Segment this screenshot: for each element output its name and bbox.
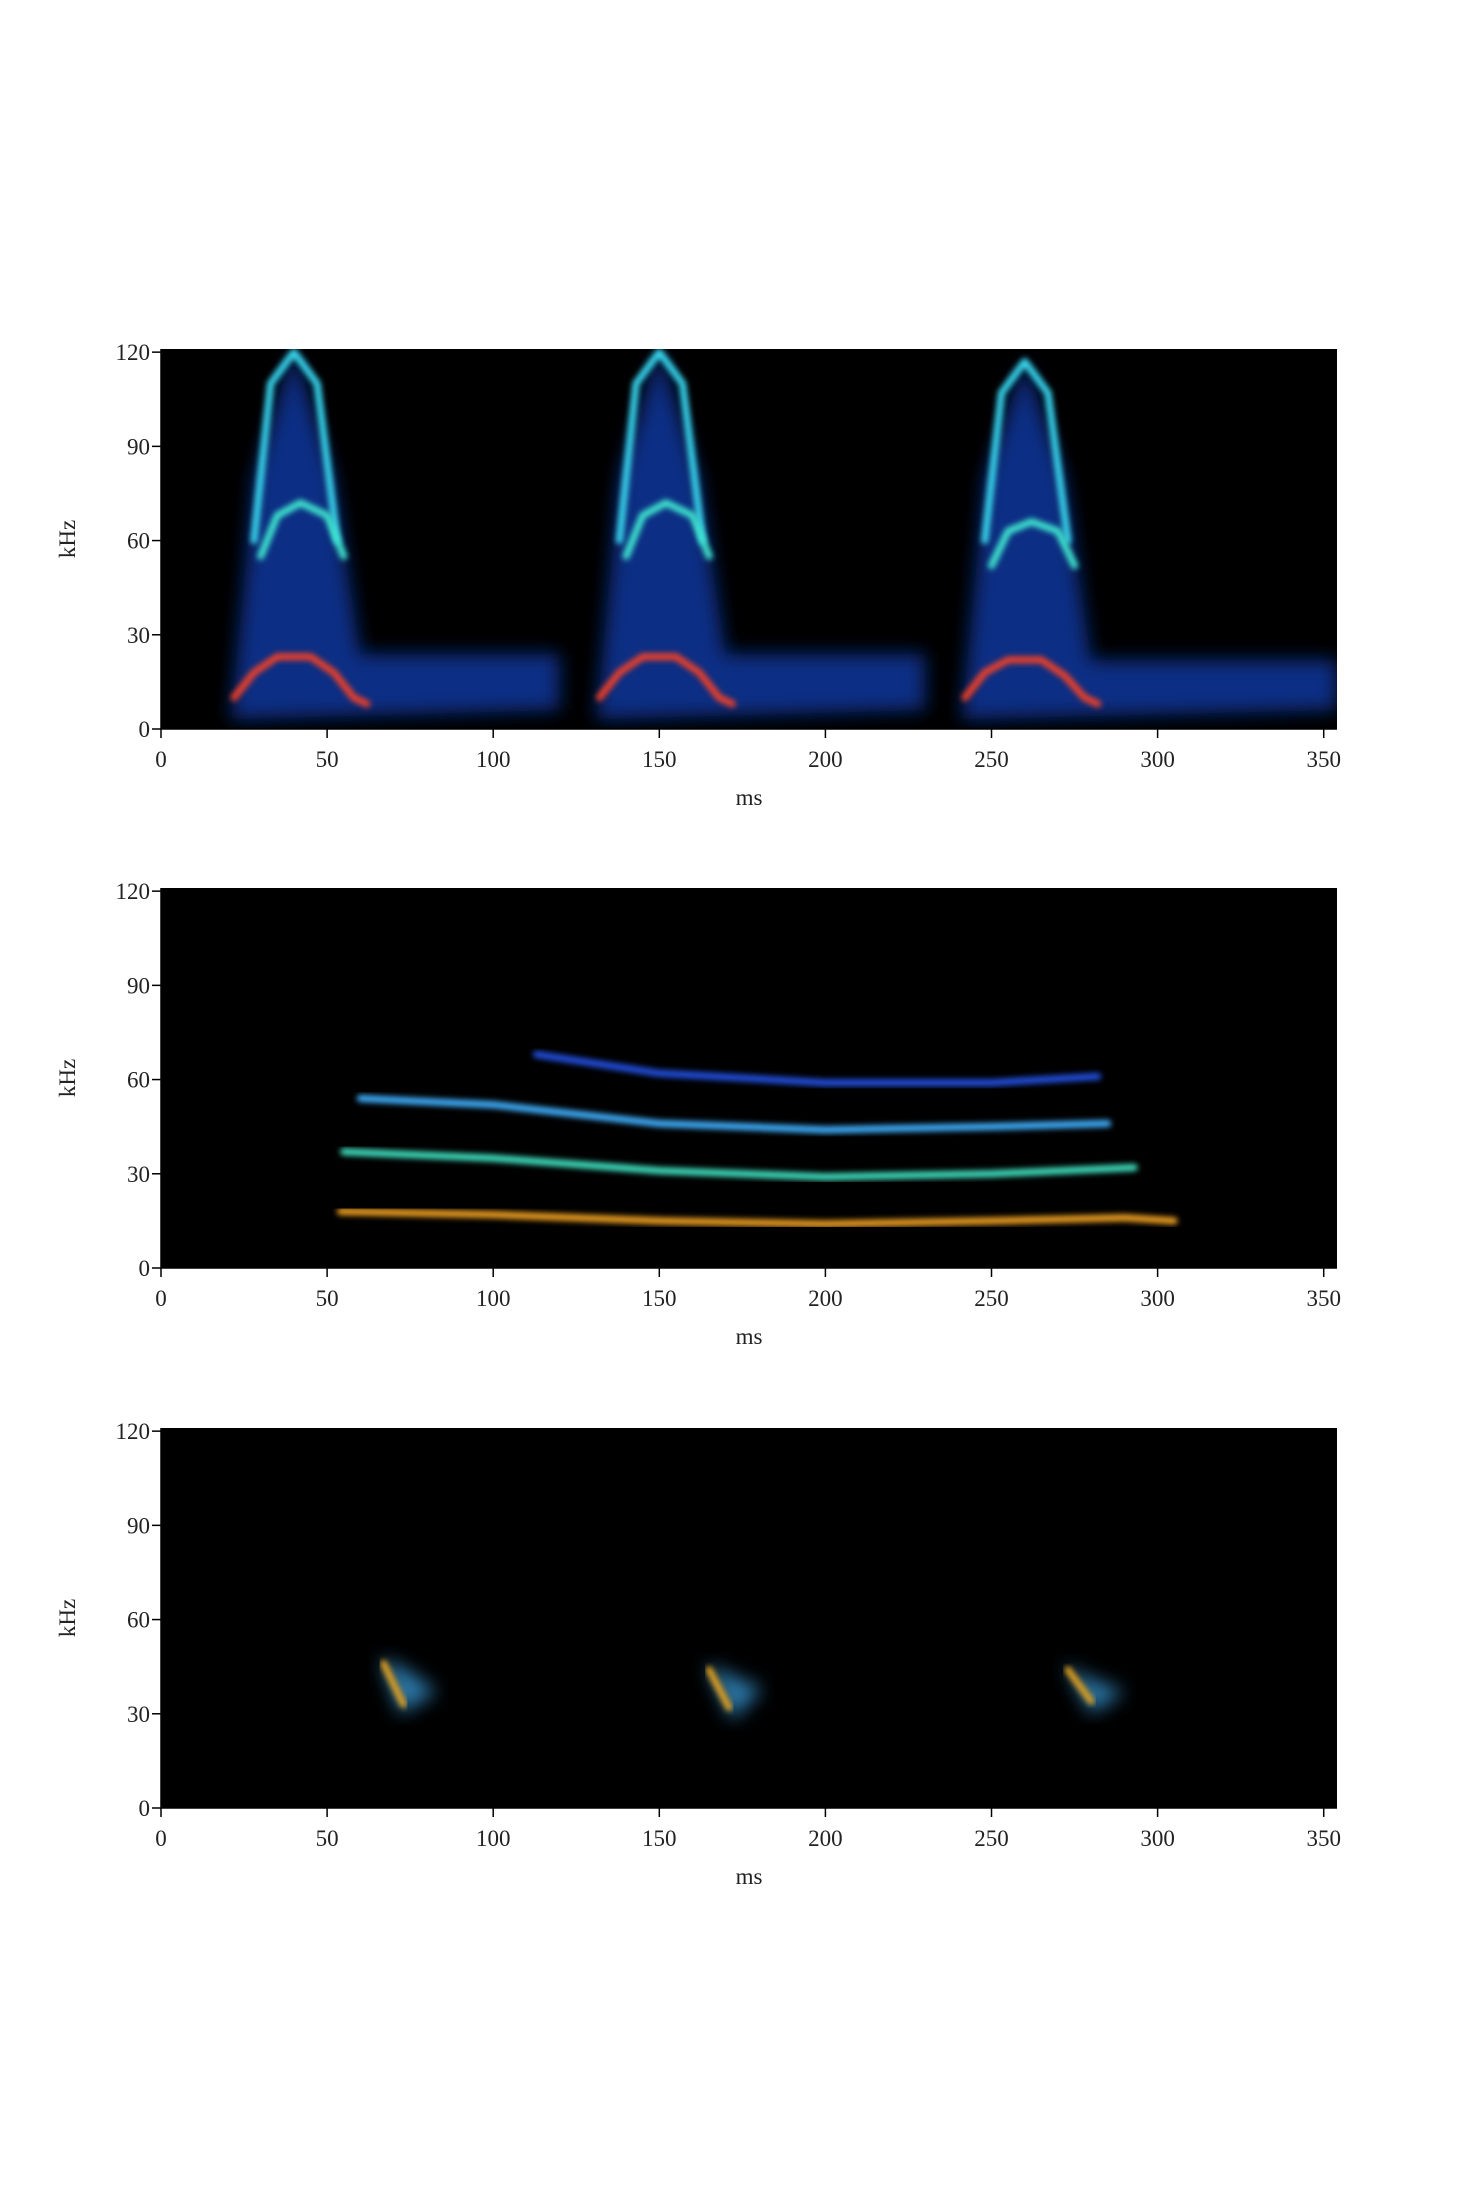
y-tick-label: 60 (127, 1608, 150, 1633)
harmonic-contour (336, 1207, 1178, 1228)
y-tick-label: 0 (139, 1796, 151, 1821)
x-axis-label: ms (736, 1324, 763, 1349)
x-tick-label: 350 (1306, 1286, 1341, 1311)
x-tick-label: 200 (808, 1286, 843, 1311)
x-tick-label: 250 (974, 747, 1009, 772)
harmonic-contour (988, 518, 1079, 570)
harmonic-contour (1064, 1666, 1095, 1705)
x-tick-label: 100 (476, 1826, 511, 1851)
panel: 0 30 60 90 120 0 50 100 150 200 250 300 350 ms kHz (55, 879, 1341, 1349)
harmonic-contour (961, 656, 1102, 708)
harmonic-contour (705, 1666, 733, 1712)
x-tick-label: 300 (1140, 1826, 1175, 1851)
spectral-energy (961, 361, 1337, 720)
y-tick-label: 90 (127, 1513, 150, 1538)
x-tick-label: 0 (155, 1286, 167, 1311)
plot-content (380, 1657, 1125, 1721)
x-tick-label: 250 (974, 1826, 1009, 1851)
x-tick-label: 100 (476, 1286, 511, 1311)
y-axis-label: kHz (55, 1059, 80, 1097)
y-axis-label: kHz (55, 520, 80, 558)
spectral-energy (230, 349, 560, 720)
x-axis-label: ms (736, 785, 763, 810)
x-tick-label: 300 (1140, 1286, 1175, 1311)
y-tick-label: 60 (127, 529, 150, 554)
x-axis-label: ms (736, 1864, 763, 1889)
y-tick-label: 0 (139, 717, 151, 742)
x-tick-label: 150 (642, 1286, 677, 1311)
harmonic-contour (622, 499, 713, 560)
spectral-energy (380, 1657, 437, 1714)
harmonic-contour (532, 1050, 1102, 1087)
x-tick-label: 300 (1140, 747, 1175, 772)
harmonic-contour (340, 1148, 1138, 1181)
spectral-energy (596, 349, 926, 720)
y-axis-label: kHz (55, 1599, 80, 1637)
x-tick-label: 50 (316, 1286, 339, 1311)
x-tick-label: 150 (642, 747, 677, 772)
y-tick-label: 90 (127, 434, 150, 459)
harmonic-contour (380, 1660, 408, 1708)
y-tick-label: 0 (139, 1256, 151, 1281)
harmonic-contour (596, 653, 736, 708)
y-tick-label: 30 (127, 1702, 150, 1727)
harmonic-contour (356, 1094, 1112, 1134)
y-tick-label: 120 (116, 1419, 151, 1444)
harmonic-contour (257, 499, 348, 560)
harmonic-contour (250, 349, 341, 545)
y-tick-label: 60 (127, 1068, 150, 1093)
spectral-energy (1064, 1663, 1125, 1714)
plot-content (230, 349, 1337, 720)
x-tick-label: 50 (316, 1826, 339, 1851)
x-tick-label: 100 (476, 747, 511, 772)
x-tick-label: 150 (642, 1826, 677, 1851)
x-tick-label: 350 (1306, 1826, 1341, 1851)
plot-area (161, 1428, 1337, 1808)
harmonic-contour (615, 349, 706, 545)
y-tick-label: 90 (127, 973, 150, 998)
x-tick-label: 200 (808, 747, 843, 772)
y-tick-label: 30 (127, 1162, 150, 1187)
x-tick-label: 200 (808, 1826, 843, 1851)
x-tick-label: 250 (974, 1286, 1009, 1311)
y-tick-label: 120 (116, 340, 151, 365)
plot-content (336, 1050, 1178, 1228)
panel: 0 30 60 90 120 0 50 100 150 200 250 300 350 ms kHz (55, 1419, 1341, 1889)
y-tick-label: 120 (116, 879, 151, 904)
x-tick-label: 350 (1306, 747, 1341, 772)
panel: 0 30 60 90 120 0 50 100 150 200 250 300 350 ms kHz (55, 340, 1341, 810)
y-tick-label: 30 (127, 623, 150, 648)
x-tick-label: 0 (155, 1826, 167, 1851)
spectral-energy (705, 1663, 763, 1721)
x-tick-label: 50 (316, 747, 339, 772)
harmonic-contour (230, 653, 371, 708)
x-tick-label: 0 (155, 747, 167, 772)
harmonic-contour (981, 358, 1072, 545)
